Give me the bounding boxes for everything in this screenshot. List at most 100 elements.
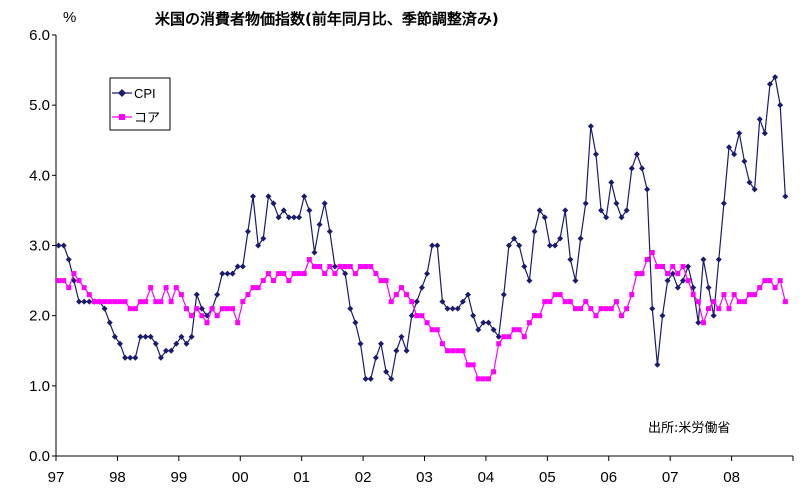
data-point-core	[306, 257, 312, 263]
data-point-cpi	[679, 277, 686, 284]
data-point-core	[404, 292, 410, 298]
data-point-cpi	[163, 347, 170, 354]
data-point-core	[711, 299, 717, 305]
data-point-core	[557, 292, 563, 298]
data-point-cpi	[475, 326, 482, 333]
data-point-core	[66, 285, 72, 291]
data-point-core	[644, 257, 650, 263]
data-point-core	[184, 306, 190, 312]
data-point-core	[347, 264, 353, 270]
data-point-core	[240, 299, 246, 305]
data-point-cpi	[603, 214, 610, 221]
data-point-cpi	[101, 305, 108, 312]
data-point-cpi	[485, 319, 492, 326]
data-point-cpi	[214, 291, 221, 298]
data-point-core	[470, 362, 476, 368]
data-point-cpi	[403, 347, 410, 354]
data-point-cpi	[183, 340, 190, 347]
data-point-core	[245, 292, 251, 298]
data-point-cpi	[536, 207, 543, 214]
data-point-cpi	[562, 207, 569, 214]
data-point-cpi	[726, 144, 733, 151]
data-point-cpi	[541, 214, 548, 221]
data-point-cpi	[255, 242, 262, 249]
data-point-cpi	[316, 221, 323, 228]
legend-core-label: コア	[134, 110, 160, 125]
data-point-cpi	[628, 165, 635, 172]
data-point-cpi	[782, 193, 789, 200]
data-point-core	[398, 285, 404, 291]
data-point-core	[700, 320, 706, 326]
data-point-core	[122, 299, 128, 305]
data-point-cpi	[459, 298, 466, 305]
data-point-cpi	[306, 207, 313, 214]
data-point-core	[613, 299, 619, 305]
data-point-cpi	[741, 158, 748, 165]
data-point-core	[378, 278, 384, 284]
data-point-cpi	[331, 263, 338, 270]
data-point-core	[414, 313, 420, 319]
data-point-cpi	[429, 242, 436, 249]
data-point-cpi	[178, 333, 185, 340]
data-point-cpi	[720, 200, 727, 207]
data-point-cpi	[418, 284, 425, 291]
data-point-core	[741, 299, 747, 305]
data-point-core	[102, 299, 108, 305]
data-point-core	[639, 271, 645, 277]
data-point-cpi	[142, 333, 149, 340]
data-point-core	[572, 306, 578, 312]
data-point-cpi	[290, 214, 297, 221]
data-point-cpi	[659, 312, 666, 319]
data-point-core	[706, 306, 712, 312]
data-point-core	[56, 278, 62, 284]
data-point-cpi	[623, 207, 630, 214]
data-point-cpi	[116, 340, 123, 347]
data-point-core	[526, 320, 532, 326]
data-point-cpi	[122, 354, 129, 361]
data-point-core	[383, 278, 389, 284]
series-layer	[55, 74, 789, 382]
data-point-cpi	[434, 242, 441, 249]
data-point-core	[199, 313, 205, 319]
data-point-core	[327, 264, 333, 270]
data-point-core	[117, 299, 123, 305]
data-point-core	[562, 299, 568, 305]
data-point-cpi	[731, 151, 738, 158]
data-point-cpi	[260, 235, 267, 242]
data-point-core	[317, 264, 323, 270]
data-point-core	[721, 292, 727, 298]
data-point-core	[311, 264, 317, 270]
data-point-cpi	[516, 242, 523, 249]
data-point-cpi	[526, 277, 533, 284]
data-point-cpi	[639, 165, 646, 172]
data-point-core	[485, 376, 491, 382]
y-tick-label: 0.0	[29, 448, 50, 465]
data-point-cpi	[372, 354, 379, 361]
y-tick-label: 5.0	[29, 97, 50, 114]
data-point-core	[209, 306, 215, 312]
y-tick-label: 2.0	[29, 308, 50, 325]
data-point-cpi	[761, 130, 768, 137]
data-point-cpi	[444, 305, 451, 312]
data-point-cpi	[608, 179, 615, 186]
data-point-core	[624, 306, 630, 312]
data-point-core	[424, 320, 430, 326]
data-point-core	[409, 299, 415, 305]
data-point-cpi	[265, 193, 272, 200]
data-point-cpi	[751, 186, 758, 193]
data-point-cpi	[81, 298, 88, 305]
data-point-cpi	[633, 151, 640, 158]
x-tick-label: 02	[355, 469, 372, 486]
data-point-cpi	[275, 214, 282, 221]
data-point-core	[746, 292, 752, 298]
data-point-cpi	[193, 291, 200, 298]
data-point-core	[598, 306, 604, 312]
data-point-core	[726, 306, 732, 312]
data-point-core	[291, 271, 297, 277]
x-tick-label: 03	[416, 469, 433, 486]
data-point-cpi	[188, 333, 195, 340]
data-point-cpi	[424, 270, 431, 277]
data-point-cpi	[644, 186, 651, 193]
x-tick-label: 01	[293, 469, 310, 486]
data-point-core	[649, 250, 655, 256]
